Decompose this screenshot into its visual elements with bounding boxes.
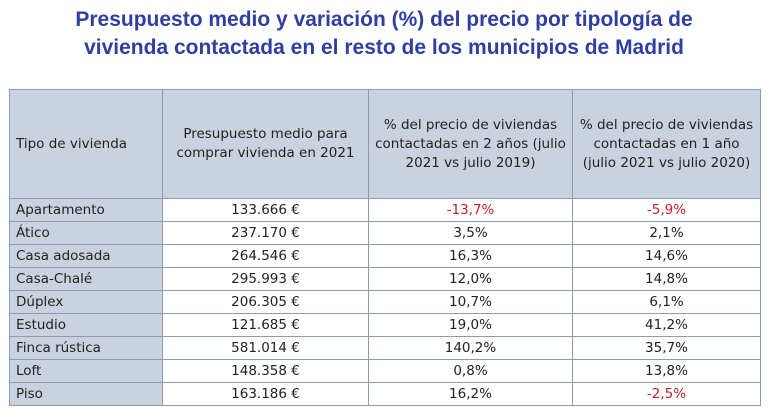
cell-variacion-2-anos: 19,0%: [368, 313, 573, 337]
cell-tipo: Ático: [9, 221, 163, 245]
table-row: Ático 237.170 €3,5% 2,1%: [9, 221, 761, 245]
cell-tipo: Casa-Chalé: [9, 267, 163, 291]
table-row: Piso 163.186 €16,2% -2,5%: [9, 382, 761, 406]
cell-tipo: Estudio: [9, 313, 163, 337]
cell-variacion-2-anos: 10,7%: [368, 290, 573, 314]
cell-variacion-1-ano: 35,7%: [572, 336, 761, 360]
cell-presupuesto: 581.014 €: [162, 336, 369, 360]
table-row: Apartamento 133.666 € -13,7% -5,9%: [9, 198, 761, 222]
cell-presupuesto: 133.666 €: [162, 198, 369, 222]
cell-variacion-2-anos: 3,5%: [368, 221, 573, 245]
table-row: Dúplex 206.305 €10,7% 6,1%: [9, 290, 761, 314]
cell-presupuesto: 237.170 €: [162, 221, 369, 245]
header-presupuesto-medio: Presupuesto medio para comprar vivienda …: [162, 89, 369, 199]
cell-variacion-2-anos: 140,2%: [368, 336, 573, 360]
cell-variacion-1-ano: 6,1%: [572, 290, 761, 314]
title-line-2: vivienda contactada en el resto de los m…: [84, 36, 684, 59]
cell-presupuesto: 295.993 €: [162, 267, 369, 291]
header-variacion-2-anos: % del precio de viviendas contactadas en…: [368, 89, 573, 199]
cell-tipo: Casa adosada: [9, 244, 163, 268]
table-header-row: Tipo de vivienda Presupuesto medio para …: [9, 89, 761, 199]
cell-variacion-2-anos: 16,2%: [368, 382, 573, 406]
cell-presupuesto: 163.186 €: [162, 382, 369, 406]
table-row: Casa adosada 264.546 €16,3% 14,6%: [9, 244, 761, 268]
cell-tipo: Piso: [9, 382, 163, 406]
table-row: Loft 148.358 €0,8% 13,8%: [9, 359, 761, 383]
table-row: Estudio 121.685 €19,0% 41,2%: [9, 313, 761, 337]
header-variacion-1-ano: % del precio de viviendas contactadas en…: [572, 89, 761, 199]
cell-presupuesto: 206.305 €: [162, 290, 369, 314]
table-body: Apartamento 133.666 € -13,7% -5,9% Ático 237.…: [9, 198, 761, 406]
cell-presupuesto: 148.358 €: [162, 359, 369, 383]
cell-variacion-1-ano: -2,5%: [572, 382, 761, 406]
cell-variacion-1-ano: 14,8%: [572, 267, 761, 291]
page-title: Presupuesto medio y variación (%) del pr…: [0, 6, 768, 62]
cell-presupuesto: 121.685 €: [162, 313, 369, 337]
title-line-1: Presupuesto medio y variación (%) del pr…: [75, 8, 693, 31]
cell-variacion-1-ano: 13,8%: [572, 359, 761, 383]
cell-variacion-2-anos: -13,7%: [368, 198, 573, 222]
cell-tipo: Apartamento: [9, 198, 163, 222]
table-row: Finca rústica 581.014 €140,2% 35,7%: [9, 336, 761, 360]
cell-variacion-2-anos: 16,3%: [368, 244, 573, 268]
cell-tipo: Finca rústica: [9, 336, 163, 360]
cell-tipo: Loft: [9, 359, 163, 383]
cell-presupuesto: 264.546 €: [162, 244, 369, 268]
table-row: Casa-Chalé 295.993 €12,0% 14,8%: [9, 267, 761, 291]
header-tipo-vivienda: Tipo de vivienda: [9, 89, 163, 199]
cell-tipo: Dúplex: [9, 290, 163, 314]
price-table: Tipo de vivienda Presupuesto medio para …: [9, 89, 761, 406]
cell-variacion-1-ano: 41,2%: [572, 313, 761, 337]
cell-variacion-2-anos: 12,0%: [368, 267, 573, 291]
cell-variacion-2-anos: 0,8%: [368, 359, 573, 383]
cell-variacion-1-ano: -5,9%: [572, 198, 761, 222]
cell-variacion-1-ano: 2,1%: [572, 221, 761, 245]
cell-variacion-1-ano: 14,6%: [572, 244, 761, 268]
